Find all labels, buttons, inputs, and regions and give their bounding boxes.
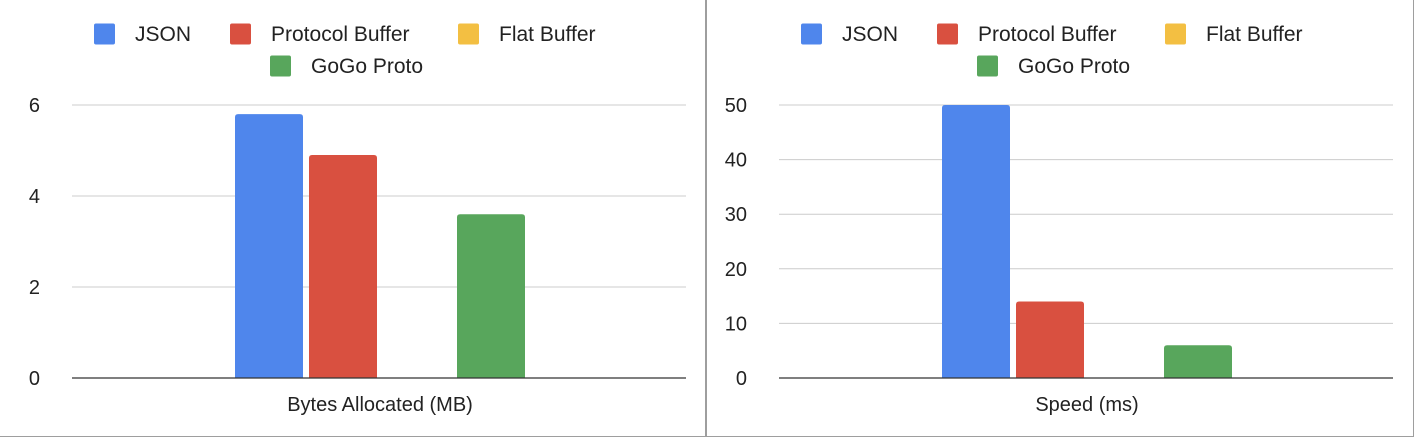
y-tick-label: 10 xyxy=(725,313,747,335)
bar-json[interactable] xyxy=(235,114,303,378)
y-tick-label: 50 xyxy=(725,95,747,117)
y-axis: 0 10 20 30 40 50 xyxy=(725,95,747,390)
legend-swatch-flat-buffer xyxy=(1165,23,1186,45)
bars xyxy=(235,114,525,378)
bars xyxy=(942,105,1232,378)
bar-gogo-proto[interactable] xyxy=(1164,345,1232,378)
legend-swatch-flat-buffer xyxy=(458,23,479,45)
legend-label-flat-buffer: Flat Buffer xyxy=(1206,23,1303,46)
legend-item-flat-buffer[interactable]: Flat Buffer xyxy=(1165,23,1303,46)
x-axis: Bytes Allocated (MB) xyxy=(287,394,473,416)
gridlines xyxy=(779,104,1393,324)
legend-item-protocol-buffer[interactable]: Protocol Buffer xyxy=(230,23,410,46)
legend-swatch-gogo-proto xyxy=(270,55,291,77)
y-tick-label: 0 xyxy=(736,368,747,390)
legend-swatch-json xyxy=(94,23,115,45)
bytes-allocated-chart-panel: JSON Protocol Buffer Flat Buffer GoGo Proto… xyxy=(0,0,706,437)
gridlines xyxy=(72,104,686,288)
bytes-allocated-chart: JSON Protocol Buffer Flat Buffer GoGo Proto… xyxy=(29,23,686,416)
legend-label-json: JSON xyxy=(135,23,191,46)
legend-label-json: JSON xyxy=(842,23,898,46)
bar-gogo-proto[interactable] xyxy=(457,214,525,378)
x-axis: Speed (ms) xyxy=(1035,394,1138,416)
legend-item-gogo-proto[interactable]: GoGo Proto xyxy=(270,55,423,78)
x-category-label: Speed (ms) xyxy=(1035,394,1138,416)
x-category-label: Bytes Allocated (MB) xyxy=(287,394,473,416)
y-tick-label: 2 xyxy=(29,277,40,299)
y-tick-label: 0 xyxy=(29,368,40,390)
speed-chart: JSON Protocol Buffer Flat Buffer GoGo Proto… xyxy=(725,23,1393,416)
legend: JSON Protocol Buffer Flat Buffer GoGo Proto xyxy=(94,23,596,78)
legend: JSON Protocol Buffer Flat Buffer GoGo Proto xyxy=(801,23,1303,78)
legend-label-protocol-buffer: Protocol Buffer xyxy=(978,23,1117,46)
bar-protocol-buffer[interactable] xyxy=(309,155,377,378)
bar-json[interactable] xyxy=(942,105,1010,378)
legend-label-protocol-buffer: Protocol Buffer xyxy=(271,23,410,46)
legend-swatch-protocol-buffer xyxy=(230,23,251,45)
bar-protocol-buffer[interactable] xyxy=(1016,301,1084,378)
legend-item-protocol-buffer[interactable]: Protocol Buffer xyxy=(937,23,1117,46)
legend-label-flat-buffer: Flat Buffer xyxy=(499,23,596,46)
y-tick-label: 6 xyxy=(29,95,40,117)
legend-swatch-gogo-proto xyxy=(977,55,998,77)
legend-label-gogo-proto: GoGo Proto xyxy=(1018,55,1130,78)
legend-item-gogo-proto[interactable]: GoGo Proto xyxy=(977,55,1130,78)
y-axis: 0 2 4 6 xyxy=(29,95,40,390)
legend-swatch-protocol-buffer xyxy=(937,23,958,45)
y-tick-label: 30 xyxy=(725,204,747,226)
legend-item-json[interactable]: JSON xyxy=(801,23,898,46)
speed-chart-panel: JSON Protocol Buffer Flat Buffer GoGo Proto… xyxy=(706,0,1414,437)
legend-item-flat-buffer[interactable]: Flat Buffer xyxy=(458,23,596,46)
y-tick-label: 40 xyxy=(725,150,747,172)
y-tick-label: 4 xyxy=(29,186,40,208)
legend-item-json[interactable]: JSON xyxy=(94,23,191,46)
legend-swatch-json xyxy=(801,23,822,45)
legend-label-gogo-proto: GoGo Proto xyxy=(311,55,423,78)
y-tick-label: 20 xyxy=(725,259,747,281)
